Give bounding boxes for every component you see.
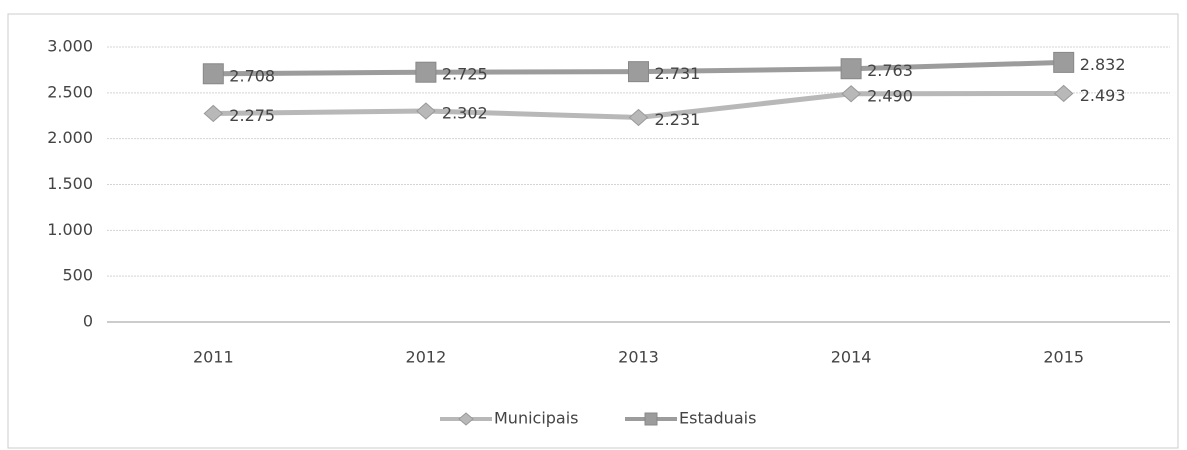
marker <box>840 58 862 80</box>
y-tick-label: 2.000 <box>47 128 93 147</box>
data-label: 2.731 <box>655 64 701 83</box>
x-tick-label: 2012 <box>406 348 447 367</box>
chart-border <box>7 13 1179 449</box>
marker <box>1053 84 1074 103</box>
y-tick-label: 500 <box>62 266 93 285</box>
legend-marker <box>644 412 658 426</box>
legend-marker <box>458 412 474 426</box>
marker <box>202 63 224 85</box>
y-tick-label: 1.500 <box>47 174 93 193</box>
data-label: 2.490 <box>867 86 913 105</box>
x-tick-label: 2014 <box>831 348 872 367</box>
y-tick-label: 2.500 <box>47 82 93 101</box>
data-label: 2.708 <box>229 66 275 85</box>
y-tick-label: 1.000 <box>47 220 93 239</box>
data-label: 2.832 <box>1080 55 1126 74</box>
data-label: 2.231 <box>655 110 701 129</box>
data-label: 2.302 <box>442 103 488 122</box>
legend-label: Estaduais <box>679 409 756 428</box>
marker <box>841 85 861 103</box>
x-tick-label: 2011 <box>193 348 234 367</box>
y-tick-label: 3.000 <box>47 37 93 56</box>
marker <box>203 104 224 123</box>
data-label: 2.275 <box>229 106 275 125</box>
marker <box>415 61 437 83</box>
marker <box>628 61 649 83</box>
marker <box>1053 51 1075 73</box>
legend-label: Municipais <box>494 409 579 428</box>
x-tick-label: 2013 <box>618 348 659 367</box>
x-tick-label: 2015 <box>1043 348 1084 367</box>
data-label: 2.725 <box>442 65 488 84</box>
marker <box>416 102 436 120</box>
marker <box>628 108 649 127</box>
data-label: 2.763 <box>867 61 913 80</box>
y-tick-label: 0 <box>83 312 93 331</box>
data-label: 2.493 <box>1080 86 1126 105</box>
